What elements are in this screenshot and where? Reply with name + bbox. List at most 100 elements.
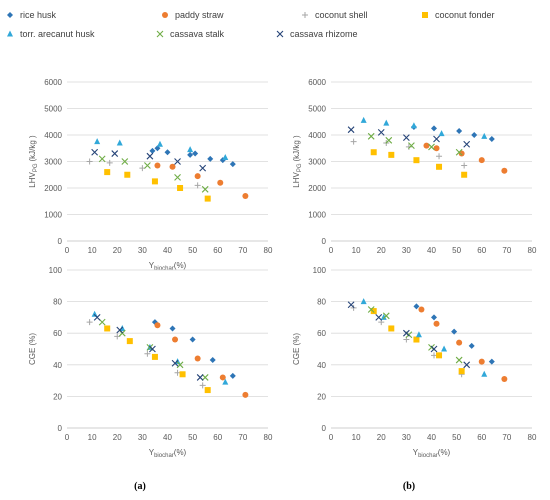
point-lhv-b-cassava-stalk-2: [408, 142, 415, 149]
point-cge-b-torr-arecanut-husk-3: [441, 345, 448, 352]
point-lhv-a-paddy-straw-2: [194, 173, 201, 180]
y-tick-label-lhv-b-4000: 4000: [308, 131, 326, 140]
point-cge-a-rice-husk-2: [189, 336, 196, 343]
point-lhv-a-paddy-straw-0: [154, 162, 161, 169]
y-tick-label-cge-b-80: 80: [317, 298, 326, 307]
y-axis-label-cge-a: CGE (%): [28, 333, 37, 365]
y-tick-label-cge-a-40: 40: [53, 361, 62, 370]
point-lhv-a-torr-arecanut-husk-1: [116, 139, 123, 146]
point-lhv-a-torr-arecanut-husk-2: [156, 140, 163, 147]
x-tick-label-lhv-a-70: 70: [238, 246, 247, 255]
y-tick-label-lhv-b-2000: 2000: [308, 184, 326, 193]
point-cge-a-coconut-fonder-2: [151, 353, 158, 360]
legend-entry-cassava-stalk: cassava stalk: [156, 29, 225, 39]
x-tick-label-cge-a-10: 10: [88, 433, 97, 442]
point-lhv-b-torr-arecanut-husk-0: [360, 116, 367, 123]
y-tick-label-cge-a-100: 100: [49, 266, 63, 275]
x-tick-label-cge-a-30: 30: [138, 433, 147, 442]
y-tick-label-lhv-a-5000: 5000: [44, 105, 62, 114]
y-tick-label-cge-a-60: 60: [53, 329, 62, 338]
point-cge-a-rice-husk-4: [229, 372, 236, 379]
legend-marker-cassava-stalk: [156, 30, 164, 38]
point-cge-a-cassava-stalk-4: [201, 374, 209, 381]
legend-label-rice-husk: rice husk: [20, 10, 57, 20]
series-cge-b-torr-arecanut-husk: [360, 298, 488, 377]
point-lhv-a-torr-arecanut-husk-4: [222, 154, 229, 161]
y-tick-label-cge-b-40: 40: [317, 361, 326, 370]
legend-entry-coconut-shell: coconut shell: [302, 10, 368, 20]
point-cge-a-coconut-fonder-1: [126, 338, 133, 345]
legend-marker-rice-husk: [7, 12, 13, 18]
point-cge-b-cassava-stalk-4: [455, 356, 463, 364]
plot-cge-a: 0 20 40 60 80 100 0 10 20 30 40 50 60 70 80 CGE (%) Ybio…: [28, 266, 273, 459]
point-lhv-b-cassava-rhizome-0: [347, 126, 355, 134]
x-tick-label-cge-b-40: 40: [427, 433, 436, 442]
y-axis-label-lhv-b: LHVPG(kJ/kg ): [292, 135, 303, 188]
point-cge-b-coconut-fonder-2: [413, 336, 420, 343]
point-cge-a-coconut-fonder-0: [104, 325, 111, 332]
point-cge-a-coconut-shell-3: [174, 369, 181, 376]
legend: rice husk paddy straw coconut shell coconut…: [7, 10, 495, 39]
x-tick-label-lhv-a-20: 20: [113, 246, 122, 255]
point-cge-b-coconut-fonder-0: [370, 308, 377, 315]
series-cge-b-coconut-fonder: [370, 308, 465, 375]
point-cge-a-coconut-shell-4: [199, 382, 206, 389]
point-cge-b-rice-husk-4: [488, 358, 495, 365]
point-lhv-b-rice-husk-3: [471, 132, 478, 138]
point-lhv-a-cassava-stalk-4: [201, 185, 209, 193]
point-cge-b-torr-arecanut-husk-4: [481, 370, 488, 377]
point-lhv-b-cassava-stalk-0: [367, 132, 375, 140]
series-lhv-b-coconut-shell: [350, 138, 468, 169]
point-lhv-a-cassava-stalk-1: [121, 158, 129, 165]
point-lhv-b-rice-husk-4: [488, 135, 495, 142]
point-cge-b-coconut-fonder-3: [436, 352, 443, 359]
point-lhv-b-cassava-rhizome-2: [402, 134, 410, 142]
y-tick-label-lhv-b-0: 0: [322, 237, 327, 246]
x-tick-label-lhv-b-50: 50: [452, 246, 461, 255]
x-tick-label-cge-b-70: 70: [502, 433, 511, 442]
y-tick-label-lhv-a-6000: 6000: [44, 78, 62, 87]
x-tick-label-lhv-a-80: 80: [264, 246, 273, 255]
y-tick-label-cge-b-20: 20: [317, 392, 326, 401]
point-cge-a-coconut-fonder-4: [204, 387, 211, 394]
point-lhv-b-torr-arecanut-husk-1: [383, 119, 390, 126]
point-lhv-b-paddy-straw-3: [478, 157, 485, 164]
point-lhv-b-cassava-stalk-4: [455, 148, 463, 156]
point-lhv-b-cassava-rhizome-4: [463, 140, 471, 148]
point-cge-a-paddy-straw-4: [242, 391, 249, 398]
point-lhv-a-coconut-fonder-1: [124, 171, 131, 178]
point-lhv-b-torr-arecanut-husk-3: [438, 130, 445, 137]
point-lhv-a-paddy-straw-4: [242, 192, 249, 199]
series-lhv-b-rice-husk: [410, 124, 495, 142]
point-cge-a-cassava-rhizome-1: [116, 326, 124, 334]
legend-label-cassava-stalk: cassava stalk: [170, 29, 225, 39]
x-tick-label-lhv-b-10: 10: [352, 246, 361, 255]
x-tick-label-lhv-b-30: 30: [402, 246, 411, 255]
point-cge-b-paddy-straw-1: [433, 320, 440, 327]
point-cge-a-coconut-fonder-3: [179, 371, 186, 378]
point-lhv-a-paddy-straw-1: [169, 163, 176, 170]
series-cge-b-rice-husk: [413, 303, 495, 365]
point-lhv-a-torr-arecanut-husk-0: [94, 138, 101, 145]
legend-entry-coconut-fonder: coconut fonder: [422, 10, 495, 20]
point-lhv-a-rice-husk-0: [149, 147, 156, 154]
point-cge-a-torr-arecanut-husk-0: [91, 310, 98, 317]
series-cge-a-cassava-rhizome: [93, 314, 204, 381]
y-tick-label-lhv-a-1000: 1000: [44, 211, 62, 220]
point-cge-a-paddy-straw-3: [219, 374, 226, 381]
point-lhv-a-coconut-shell-3: [194, 182, 201, 189]
point-lhv-a-coconut-fonder-0: [104, 169, 111, 176]
series-lhv-b-paddy-straw: [423, 142, 508, 174]
point-cge-a-torr-arecanut-husk-4: [222, 378, 229, 385]
y-tick-label-cge-a-0: 0: [58, 424, 63, 433]
x-tick-label-cge-b-30: 30: [402, 433, 411, 442]
panel-label-a: (a): [134, 481, 146, 492]
legend-marker-torr-arecanut-husk: [7, 30, 13, 37]
x-tick-label-lhv-a-10: 10: [88, 246, 97, 255]
x-tick-label-cge-a-80: 80: [264, 433, 273, 442]
y-tick-label-lhv-b-1000: 1000: [308, 211, 326, 220]
point-cge-a-paddy-straw-2: [194, 355, 201, 362]
y-tick-label-cge-a-80: 80: [53, 298, 62, 307]
